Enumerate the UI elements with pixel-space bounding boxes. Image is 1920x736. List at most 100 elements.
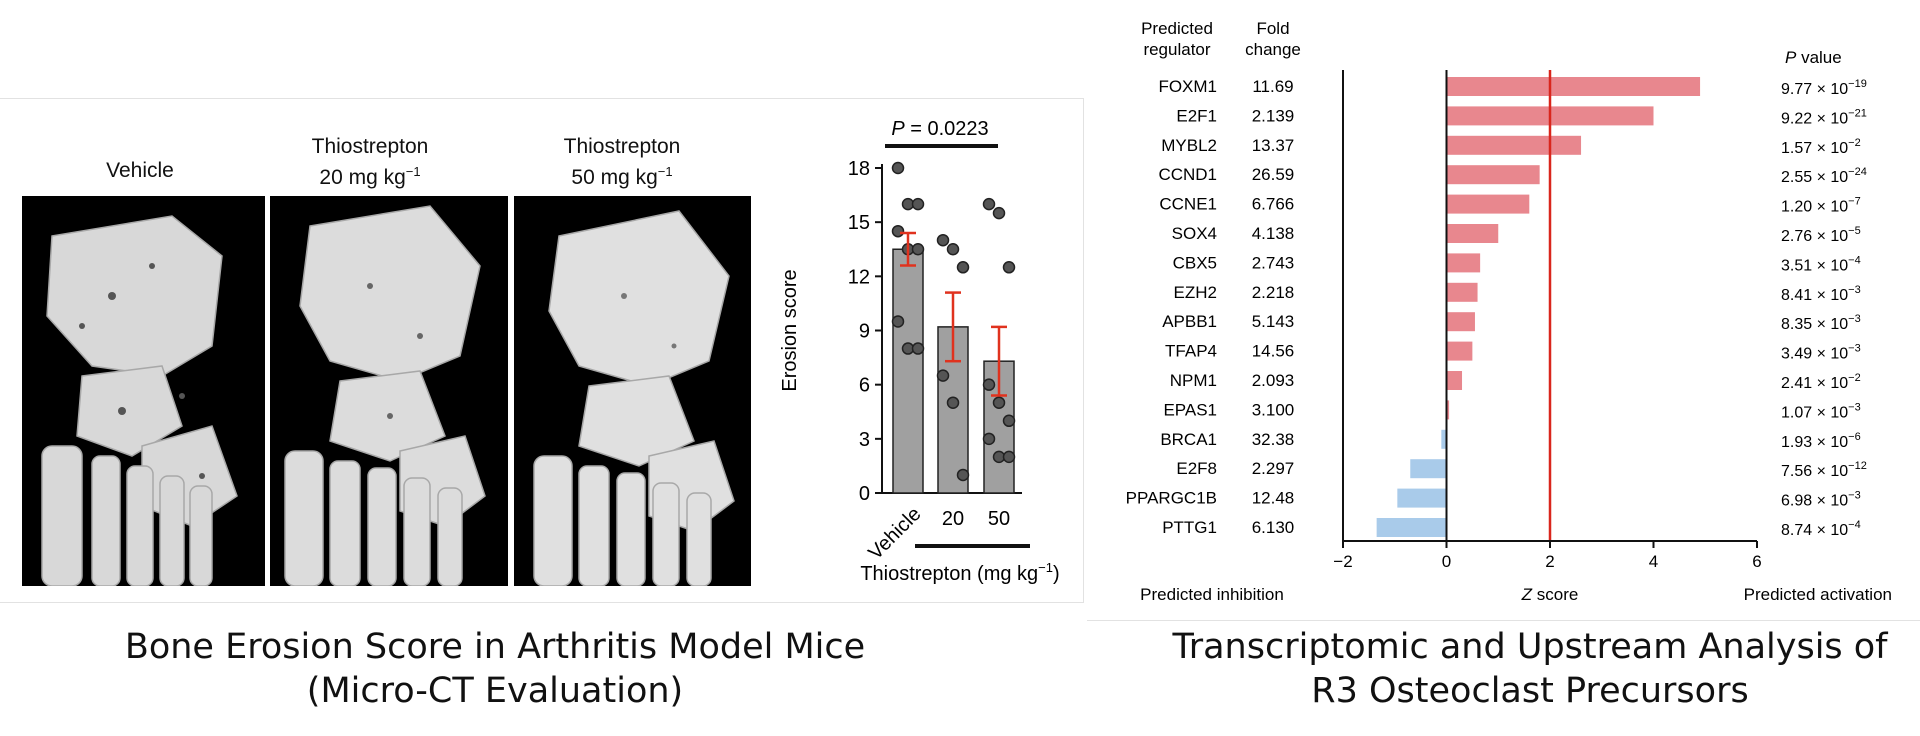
p-value-apbb1: 8.35 × 10−3: [1781, 313, 1861, 333]
data-point: [982, 432, 996, 446]
p-value-epas1: 1.07 × 10−3: [1781, 401, 1861, 421]
bar-foxm1: [1446, 77, 1701, 96]
p-value-pttg1: 8.74 × 10−4: [1781, 519, 1861, 539]
bar-cbx5: [1446, 253, 1481, 273]
p-value-ccne1: 1.20 × 10−7: [1781, 196, 1861, 216]
regulator-sox4: SOX4: [1172, 224, 1217, 243]
data-point: [992, 206, 1006, 220]
bar-mybl2: [1446, 135, 1582, 155]
data-point: [936, 369, 950, 382]
p-value-foxm1: 9.77 × 10−19: [1781, 78, 1867, 98]
data-point: [891, 224, 905, 238]
regulator-ccne1: CCNE1: [1159, 195, 1217, 214]
image-label-20-unit: 20 mg kg: [319, 166, 406, 189]
data-point: [956, 468, 970, 482]
data-point: [911, 342, 925, 355]
p-value-npm1: 2.41 × 10−2: [1781, 372, 1861, 392]
x-axis-label: Thiostrepton (mg kg−1): [860, 560, 1059, 585]
x-tick-label-20: 20: [942, 508, 964, 530]
image-label-vehicle-text: Vehicle: [106, 159, 174, 182]
bar-vehicle: [892, 248, 924, 494]
y-tick-label: 12: [848, 266, 870, 288]
image-label-20-line2: 20 mg kg−1: [270, 159, 470, 190]
y-tick-label: 18: [848, 158, 870, 180]
x-axis-label: Z score: [1521, 585, 1579, 604]
x-tick-label: 4: [1649, 552, 1658, 571]
regulator-e2f8: E2F8: [1176, 459, 1217, 478]
fold-change-mybl2: 13.37: [1252, 136, 1295, 155]
bar-ezh2: [1446, 282, 1478, 302]
bar-sox4: [1446, 224, 1499, 243]
y-tick-label: 9: [859, 321, 870, 343]
p-value-ppargc1b: 6.98 × 10−3: [1781, 490, 1861, 510]
fold-change-e2f8: 2.297: [1252, 459, 1295, 478]
header-regulator-line2: regulator: [1143, 40, 1210, 59]
regulator-ppargc1b: PPARGC1B: [1126, 489, 1217, 508]
data-point: [982, 197, 996, 211]
header-fold-line1: Fold: [1256, 19, 1289, 38]
regulator-foxm1: FOXM1: [1158, 77, 1217, 96]
x-tick-label: −2: [1333, 552, 1352, 571]
y-tick-label: 15: [848, 212, 870, 234]
image-label-20-line1: Thiostrepton: [311, 135, 429, 158]
data-point: [891, 161, 905, 175]
label-predicted-activation: Predicted activation: [1744, 585, 1892, 604]
p-value-sox4: 2.76 × 10−5: [1781, 225, 1861, 245]
upstream-regulator-chart: Predicted regulator Fold change P value FOXM…: [1126, 19, 1892, 604]
data-point: [911, 243, 925, 256]
right-caption-line2: R3 Osteoclast Precursors: [1311, 671, 1749, 711]
right-figure-panel: [1087, 0, 1920, 621]
left-caption: Bone Erosion Score in Arthritis Model Mi…: [40, 625, 950, 713]
p-value-label: P = 0.0223: [891, 118, 988, 140]
bar-ccnd1: [1446, 165, 1540, 185]
data-point: [1002, 450, 1016, 464]
data-point: [946, 243, 960, 256]
regulator-tfap4: TFAP4: [1165, 342, 1217, 361]
fold-change-cbx5: 2.743: [1252, 253, 1295, 272]
image-label-20: Thiostrepton 20 mg kg−1: [270, 134, 470, 190]
data-point: [992, 396, 1006, 409]
p-value-e2f8: 7.56 × 10−12: [1781, 460, 1867, 480]
image-label-50-line1: Thiostrepton: [563, 135, 681, 158]
fold-change-apbb1: 5.143: [1252, 312, 1295, 331]
p-value-tfap4: 3.49 × 10−3: [1781, 343, 1861, 363]
left-figure-panel: [0, 98, 1084, 603]
bar-e2f8: [1410, 459, 1447, 479]
fold-change-ezh2: 2.218: [1252, 283, 1295, 302]
microct-image-vehicle: [22, 196, 265, 587]
fold-change-ccnd1: 26.59: [1252, 165, 1295, 184]
fold-change-sox4: 4.138: [1252, 224, 1295, 243]
bar-tfap4: [1446, 341, 1473, 361]
data-point: [891, 315, 905, 328]
x-tick-label: 2: [1545, 552, 1554, 571]
fold-change-epas1: 3.100: [1252, 400, 1295, 419]
bar-npm1: [1446, 371, 1463, 390]
y-axis-label: Erosion score: [779, 269, 801, 391]
regulator-brca1: BRCA1: [1160, 430, 1217, 449]
regulator-apbb1: APBB1: [1162, 312, 1217, 331]
erosion-score-chart: 0 3 6 9 12 15 18 Erosion score Vehicle 20 50 Thios…: [779, 118, 1060, 585]
data-point: [1002, 414, 1016, 428]
bar-epas1: [1446, 400, 1450, 420]
p-value-mybl2: 1.57 × 10−2: [1781, 137, 1861, 157]
image-label-50-unit: 50 mg kg: [571, 166, 658, 189]
fold-change-brca1: 32.38: [1252, 430, 1295, 449]
data-point: [956, 261, 970, 274]
p-value-cbx5: 3.51 × 10−4: [1781, 254, 1861, 274]
fold-change-tfap4: 14.56: [1252, 342, 1295, 361]
data-point: [946, 396, 960, 409]
regulator-npm1: NPM1: [1170, 371, 1217, 390]
header-pvalue: P value: [1785, 48, 1842, 67]
image-label-50-line2: 50 mg kg−1: [522, 159, 722, 190]
label-predicted-inhibition: Predicted inhibition: [1140, 585, 1284, 604]
header-regulator-line1: Predicted: [1141, 19, 1213, 38]
fold-change-e2f1: 2.139: [1252, 106, 1295, 125]
bar-pttg1: [1376, 518, 1447, 537]
regulator-pttg1: PTTG1: [1162, 518, 1217, 537]
x-tick-label-50: 50: [988, 508, 1010, 530]
regulator-epas1: EPAS1: [1163, 400, 1217, 419]
regulator-ezh2: EZH2: [1174, 283, 1217, 302]
data-point: [982, 378, 996, 391]
right-caption: Transcriptomic and Upstream Analysis of …: [1120, 625, 1920, 713]
x-tick-label-vehicle: Vehicle: [864, 503, 925, 564]
